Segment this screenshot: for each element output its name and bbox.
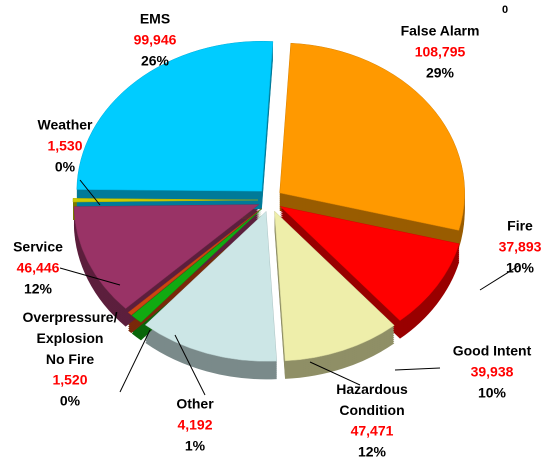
- annotation: 0: [502, 4, 508, 16]
- slice: [144, 210, 278, 362]
- percent-label: 0%: [55, 159, 76, 175]
- percent-label: 26%: [141, 53, 170, 69]
- slice: [76, 40, 274, 192]
- leader-line: [59, 267, 121, 286]
- slice: [274, 210, 395, 362]
- percent-label: 0%: [60, 393, 81, 409]
- labels: False Alarm 108,795 29% Fire 37,893 10% Good I…: [13, 11, 542, 460]
- leader-line: [174, 334, 206, 396]
- percent-label: 12%: [24, 281, 53, 297]
- category-label: Fire: [507, 218, 533, 234]
- value-label: 1,530: [47, 138, 82, 154]
- value-label: 4,192: [177, 417, 212, 433]
- category-label: Other: [176, 396, 214, 412]
- leader-lines: [59, 179, 521, 396]
- category-label: Service: [13, 239, 63, 255]
- value-label: 108,795: [415, 44, 466, 60]
- value-label: 47,471: [351, 423, 394, 439]
- pie: [72, 40, 465, 380]
- leader-line: [479, 264, 521, 291]
- leader-line: [309, 361, 361, 386]
- value-label: 46,446: [17, 260, 60, 276]
- category-label: EMS: [140, 11, 170, 27]
- slice: [279, 205, 460, 321]
- slice: [279, 42, 465, 231]
- percent-label: 29%: [426, 65, 455, 81]
- category-label: Good Intent: [453, 343, 532, 359]
- percent-label: 12%: [358, 444, 387, 460]
- leader-line: [119, 329, 151, 393]
- category-label: Overpressure/Explosion No Fire: [23, 309, 118, 367]
- percent-label: 10%: [506, 260, 535, 276]
- slice: [73, 204, 260, 309]
- slice: [127, 208, 262, 316]
- value-label: 39,938: [471, 364, 514, 380]
- leader-line: [394, 367, 441, 371]
- percent-label: 1%: [185, 438, 206, 454]
- category-label: False Alarm: [401, 23, 480, 39]
- category-label: Hazardous Condition: [336, 381, 408, 418]
- slice: [72, 198, 259, 203]
- leader-line: [79, 179, 101, 206]
- slice: [131, 208, 263, 323]
- value-label: 1,520: [52, 372, 87, 388]
- percent-label: 10%: [478, 385, 507, 401]
- value-label: 99,946: [134, 32, 177, 48]
- category-label: Weather: [38, 117, 94, 133]
- value-label: 37,893: [499, 239, 542, 255]
